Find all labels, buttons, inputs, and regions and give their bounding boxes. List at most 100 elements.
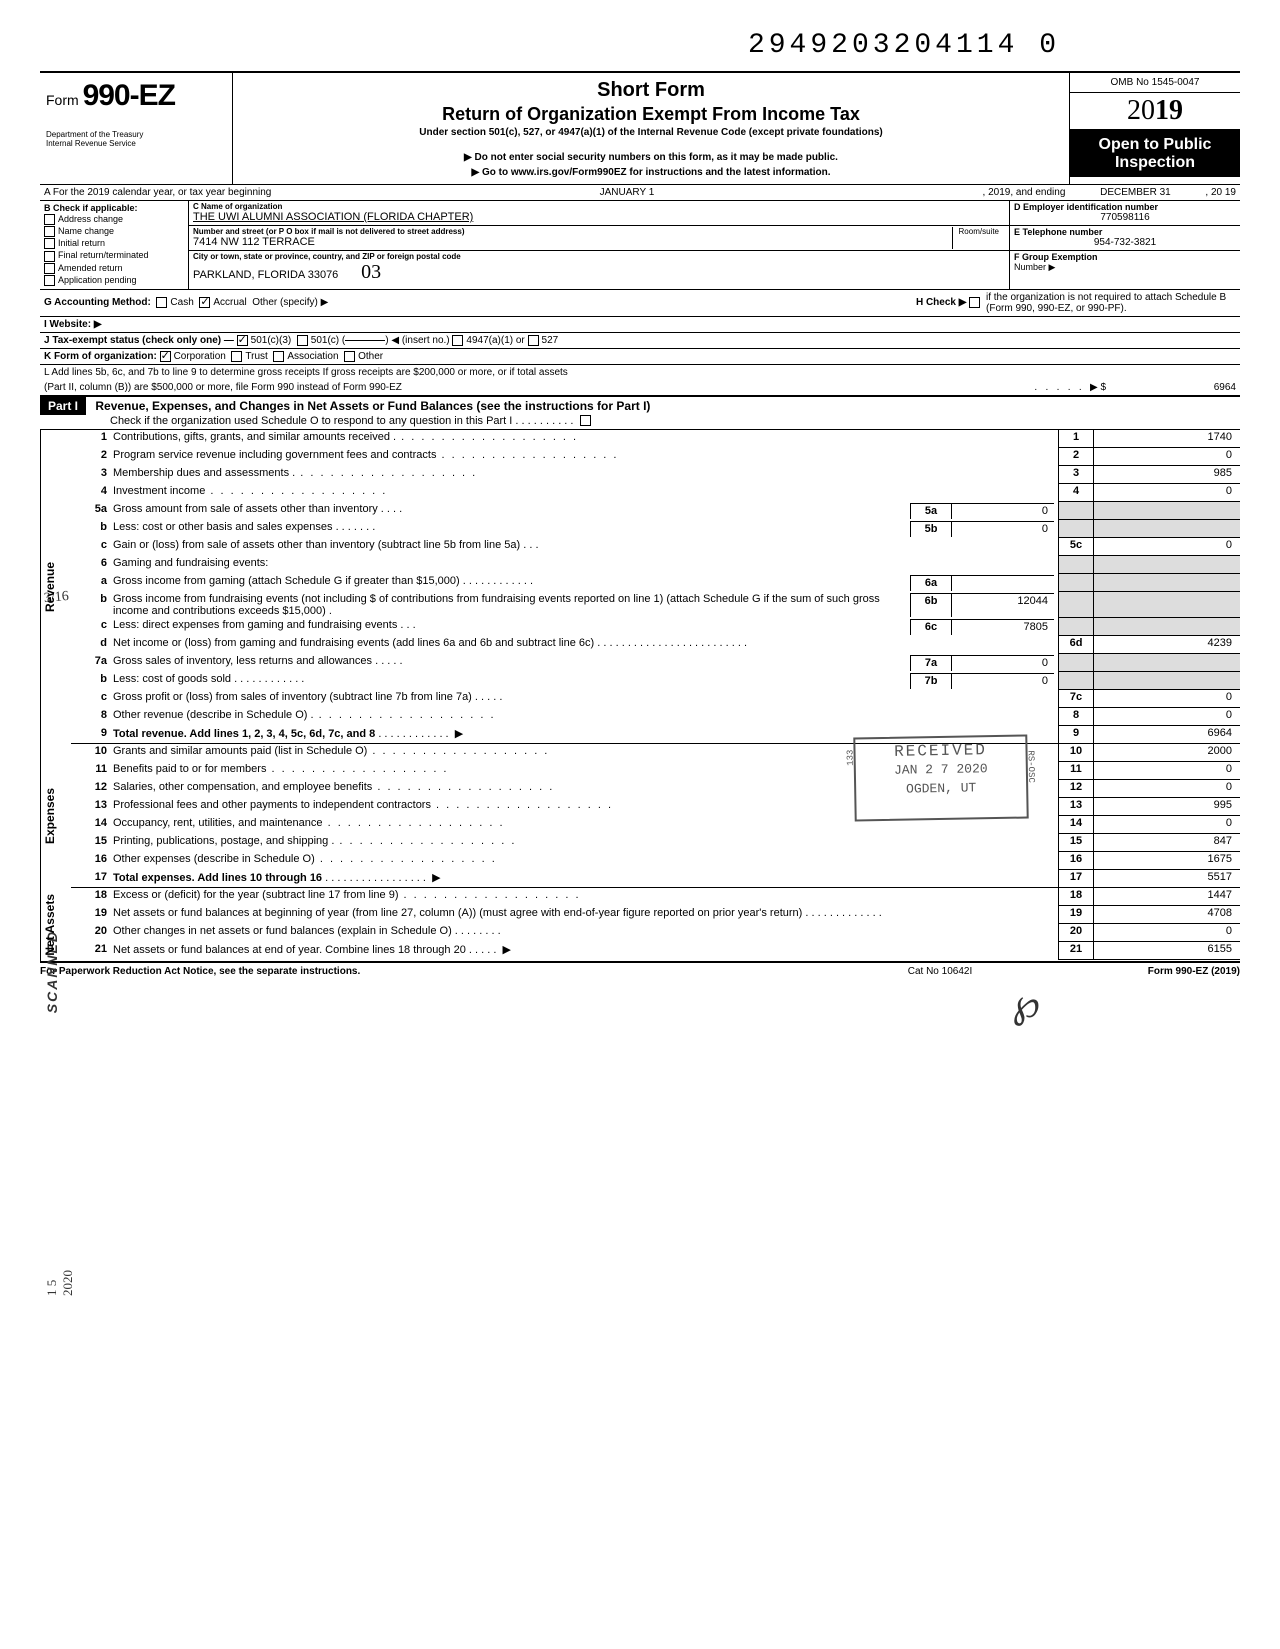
- footer-right: Form 990-EZ (2019): [1040, 966, 1240, 977]
- chk-association[interactable]: [273, 351, 284, 362]
- chk-amended-return[interactable]: [44, 263, 55, 274]
- street-label: Number and street (or P O box if mail is…: [193, 227, 942, 236]
- chk-trust[interactable]: [231, 351, 242, 362]
- ln-7c-val: 0: [1093, 690, 1240, 708]
- row-k-form-org: K Form of organization: Corporation Trus…: [40, 349, 1240, 365]
- revenue-sidelabel: Revenue: [40, 430, 71, 744]
- year-prefix: 20: [1127, 95, 1155, 126]
- ln-10-val: 2000: [1093, 744, 1240, 762]
- lbl-amended-return: Amended return: [58, 263, 123, 273]
- ln-16-no: 16: [71, 852, 113, 870]
- ln-17-arrow: ▶: [432, 872, 440, 884]
- lbl-initial-return: Initial return: [58, 238, 105, 248]
- ln-5c-box: 5c: [1058, 538, 1093, 556]
- chk-schedule-o[interactable]: [580, 415, 591, 426]
- ln-6b-ibox: 6b: [910, 593, 951, 617]
- lbl-4947: 4947(a)(1) or: [466, 335, 524, 346]
- ln-13-val: 995: [1093, 798, 1240, 816]
- ln-7b-box: [1058, 672, 1093, 690]
- handwritten-03: 03: [361, 261, 381, 284]
- lbl-application-pending: Application pending: [58, 275, 137, 285]
- ln-7b-ibox: 7b: [910, 673, 951, 689]
- ln-13-box: 13: [1058, 798, 1093, 816]
- chk-other-org[interactable]: [344, 351, 355, 362]
- ln-3-desc: Membership dues and assessments .: [113, 467, 295, 479]
- ln-21-no: 21: [71, 942, 113, 960]
- margin-date: 1 5 2020: [44, 1270, 76, 1296]
- chk-527[interactable]: [528, 335, 539, 346]
- ln-14-box: 14: [1058, 816, 1093, 834]
- ln-20-desc: Other changes in net assets or fund bala…: [113, 925, 458, 937]
- row-l-text2: (Part II, column (B)) are $500,000 or mo…: [44, 382, 402, 393]
- ln-11-desc: Benefits paid to or for members: [113, 763, 266, 775]
- ln-20-box: 20: [1058, 924, 1093, 942]
- row-l-line1: L Add lines 5b, 6c, and 7b to line 9 to …: [40, 365, 1240, 380]
- footer-mid: Cat No 10642I: [840, 966, 1040, 977]
- ln-9-box: 9: [1058, 726, 1093, 744]
- org-name-label: C Name of organization: [193, 202, 1005, 211]
- ln-6b-ival: 12044: [951, 593, 1054, 617]
- ln-8-val: 0: [1093, 708, 1240, 726]
- group-exemption-label: F Group Exemption: [1014, 252, 1236, 262]
- chk-schedule-b[interactable]: [969, 297, 980, 308]
- ln-8-box: 8: [1058, 708, 1093, 726]
- tax-year-end: DECEMBER 31: [1065, 187, 1205, 198]
- chk-application-pending[interactable]: [44, 275, 55, 286]
- ein-value: 770598116: [1014, 212, 1236, 223]
- ln-5a-box: [1058, 502, 1093, 520]
- ln-20-val: 0: [1093, 924, 1240, 942]
- group-exemption-number-label: Number ▶: [1014, 262, 1236, 273]
- lbl-name-change: Name change: [58, 226, 114, 236]
- ln-17-val: 5517: [1093, 870, 1240, 888]
- form-title-block: Short Form Return of Organization Exempt…: [233, 73, 1070, 184]
- ln-7b-no: b: [71, 672, 113, 690]
- chk-final-return[interactable]: [44, 251, 55, 262]
- ln-8-desc: Other revenue (describe in Schedule O) .: [113, 709, 314, 721]
- ln-15-no: 15: [71, 834, 113, 852]
- ln-6d-val: 4239: [1093, 636, 1240, 654]
- row-k-label: K Form of organization:: [44, 351, 157, 362]
- ln-6a-ibox: 6a: [910, 575, 951, 591]
- ln-18-val: 1447: [1093, 888, 1240, 906]
- ln-14-no: 14: [71, 816, 113, 834]
- lbl-accrual: Accrual: [213, 297, 246, 308]
- chk-accrual[interactable]: [199, 297, 210, 308]
- ln-16-box: 16: [1058, 852, 1093, 870]
- lbl-trust: Trust: [245, 351, 267, 362]
- ln-5b-val: [1093, 520, 1240, 538]
- ln-13-desc: Professional fees and other payments to …: [113, 799, 431, 811]
- chk-501c3[interactable]: [237, 335, 248, 346]
- row-h-label: H Check ▶: [916, 297, 966, 308]
- lbl-527: 527: [542, 335, 559, 346]
- ln-6d-no: d: [71, 636, 113, 654]
- ln-6-val: [1093, 556, 1240, 574]
- chk-initial-return[interactable]: [44, 238, 55, 249]
- ln-3-no: 3: [71, 466, 113, 484]
- ln-18-no: 18: [71, 888, 113, 906]
- ln-11-val: 0: [1093, 762, 1240, 780]
- ln-15-desc: Printing, publications, postage, and shi…: [113, 835, 334, 847]
- ln-12-val: 0: [1093, 780, 1240, 798]
- row-a-mid: , 2019, and ending: [983, 187, 1066, 198]
- ln-1-box: 1: [1058, 430, 1093, 448]
- col-de-numbers: D Employer identification number 7705981…: [1010, 201, 1240, 289]
- footer: For Paperwork Reduction Act Notice, see …: [40, 961, 1240, 977]
- ln-20-no: 20: [71, 924, 113, 942]
- city-label: City or town, state or province, country…: [193, 252, 1005, 261]
- chk-address-change[interactable]: [44, 214, 55, 225]
- chk-corporation[interactable]: [160, 351, 171, 362]
- ln-7b-val: [1093, 672, 1240, 690]
- row-g-accounting: G Accounting Method: Cash Accrual Other …: [40, 290, 1240, 317]
- tax-year: 2019: [1070, 93, 1240, 130]
- ln-7c-box: 7c: [1058, 690, 1093, 708]
- ln-5b-ibox: 5b: [910, 521, 951, 537]
- form-header: Form 990-EZ Department of the Treasury I…: [40, 71, 1240, 185]
- row-l-text1: L Add lines 5b, 6c, and 7b to line 9 to …: [44, 367, 568, 378]
- chk-501c[interactable]: [297, 335, 308, 346]
- ln-6-no: 6: [71, 556, 113, 574]
- ln-19-desc: Net assets or fund balances at beginning…: [113, 907, 802, 919]
- chk-cash[interactable]: [156, 297, 167, 308]
- chk-name-change[interactable]: [44, 226, 55, 237]
- chk-4947[interactable]: [452, 335, 463, 346]
- row-j-tax-status: J Tax-exempt status (check only one) — 5…: [40, 333, 1240, 349]
